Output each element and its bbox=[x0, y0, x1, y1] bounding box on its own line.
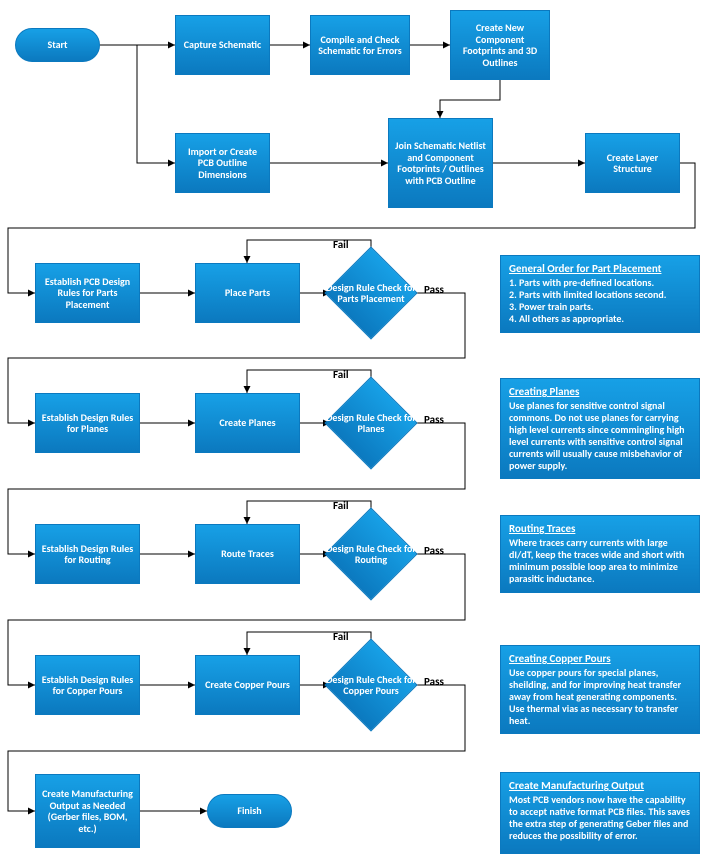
edge-label-pass: Pass bbox=[424, 283, 444, 296]
node-label: Join Schematic Netlist and Component Foo… bbox=[393, 140, 488, 186]
node-capture: Capture Schematic bbox=[175, 15, 270, 75]
node-drcPart: Design Rule Check for Parts Placement bbox=[338, 260, 404, 326]
node-finish: Finish bbox=[207, 794, 292, 828]
node-label: Import or Create PCB Outline Dimensions bbox=[180, 146, 265, 181]
node-label: Design Rule Check for Parts Placement bbox=[324, 260, 418, 326]
node-label: Establish Design Rules for Copper Pours bbox=[40, 674, 135, 697]
node-drcPlane: Design Rule Check for Planes bbox=[338, 390, 404, 456]
flowchart-canvas: { "canvas": { "width": 716, "height": 85… bbox=[0, 0, 716, 858]
info-title: Creating Planes bbox=[509, 385, 691, 398]
node-drcCu: Design Rule Check for Copper Pours bbox=[338, 652, 404, 718]
edge-label-fail: Fail bbox=[333, 368, 349, 381]
node-label: Create Manufacturing Output as Needed (G… bbox=[40, 788, 135, 834]
node-label: Establish PCB Design Rules for Parts Pla… bbox=[40, 276, 135, 311]
info-title: Creating Copper Pours bbox=[509, 652, 691, 665]
info-body: 1. Parts with pre-defined locations. 2. … bbox=[509, 277, 691, 325]
edge-3 bbox=[440, 80, 500, 118]
info-box: Creating Copper Pours Use copper pours fo… bbox=[500, 645, 700, 734]
node-import: Import or Create PCB Outline Dimensions bbox=[175, 133, 270, 193]
info-box: Routing Traces Where traces carry current… bbox=[500, 515, 700, 593]
info-title: General Order for Part Placement bbox=[509, 262, 691, 275]
info-box: General Order for Part Placement 1. Parts… bbox=[500, 255, 700, 333]
node-estPart: Establish PCB Design Rules for Parts Pla… bbox=[35, 263, 140, 323]
node-label: Place Parts bbox=[225, 287, 270, 299]
node-route: Route Traces bbox=[195, 524, 300, 584]
node-label: Create Planes bbox=[219, 417, 275, 429]
node-drcRoute: Design Rule Check for Routing bbox=[338, 521, 404, 587]
node-label: Design Rule Check for Planes bbox=[324, 390, 418, 456]
node-label: Create Layer Structure bbox=[590, 152, 675, 175]
info-body: Use copper pours for special planes, she… bbox=[509, 667, 691, 727]
info-body: Use planes for sensitive control signal … bbox=[509, 400, 691, 472]
node-newcomp: Create New Component Footprints and 3D O… bbox=[450, 10, 550, 80]
edge-label-pass: Pass bbox=[424, 675, 444, 688]
node-estRoute: Establish Design Rules for Routing bbox=[35, 524, 140, 584]
info-title: Routing Traces bbox=[509, 522, 691, 535]
info-body: Where traces carry currents with large d… bbox=[509, 537, 691, 585]
node-label: Create Copper Pours bbox=[205, 679, 290, 691]
node-estCu: Establish Design Rules for Copper Pours bbox=[35, 655, 140, 715]
edge-label-fail: Fail bbox=[333, 238, 349, 251]
info-box: Creating Planes Use planes for sensitive … bbox=[500, 378, 700, 479]
node-label: Design Rule Check for Routing bbox=[324, 521, 418, 587]
edge-4 bbox=[137, 45, 175, 163]
info-body: Most PCB vendors now have the capability… bbox=[509, 794, 691, 842]
node-place: Place Parts bbox=[195, 263, 300, 323]
node-compile: Compile and Check Schematic for Errors bbox=[310, 15, 410, 75]
node-join: Join Schematic Netlist and Component Foo… bbox=[388, 118, 493, 208]
edge-label-pass: Pass bbox=[424, 544, 444, 557]
node-label: Compile and Check Schematic for Errors bbox=[315, 34, 405, 57]
node-start: Start bbox=[15, 28, 100, 62]
node-label: Create New Component Footprints and 3D O… bbox=[455, 22, 545, 68]
edge-label-pass: Pass bbox=[424, 413, 444, 426]
info-box: Create Manufacturing Output Most PCB vend… bbox=[500, 772, 700, 854]
node-label: Route Traces bbox=[221, 548, 274, 560]
node-cu: Create Copper Pours bbox=[195, 655, 300, 715]
node-estPlane: Establish Design Rules for Planes bbox=[35, 393, 140, 453]
node-label: Design Rule Check for Copper Pours bbox=[324, 652, 418, 718]
node-label: Establish Design Rules for Planes bbox=[40, 412, 135, 435]
info-title: Create Manufacturing Output bbox=[509, 779, 691, 792]
node-mfg: Create Manufacturing Output as Needed (G… bbox=[35, 774, 140, 848]
node-label: Start bbox=[47, 39, 67, 51]
edge-label-fail: Fail bbox=[333, 499, 349, 512]
edge-label-fail: Fail bbox=[333, 630, 349, 643]
node-label: Establish Design Rules for Routing bbox=[40, 543, 135, 566]
node-label: Finish bbox=[237, 805, 261, 817]
node-layer: Create Layer Structure bbox=[585, 133, 680, 193]
node-cplane: Create Planes bbox=[195, 393, 300, 453]
node-label: Capture Schematic bbox=[184, 39, 261, 51]
